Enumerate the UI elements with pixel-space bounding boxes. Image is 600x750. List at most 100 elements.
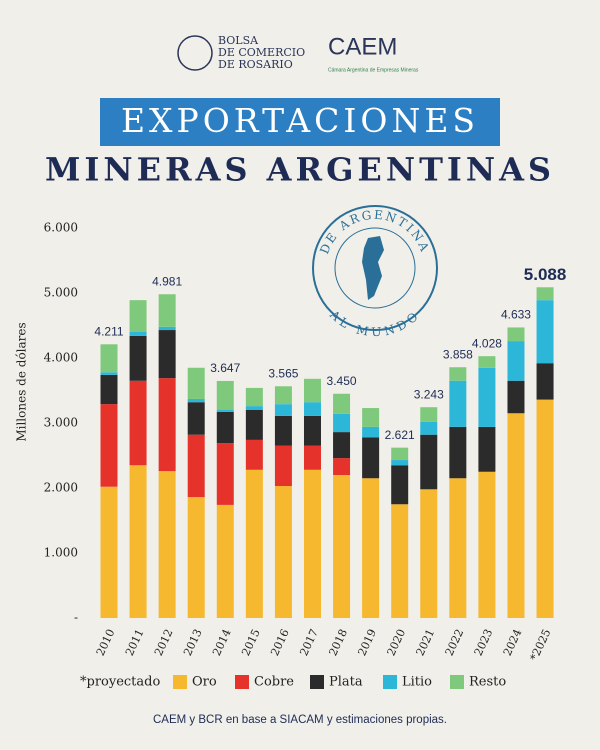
legend-swatch [310, 675, 324, 689]
bar-segment [536, 300, 554, 364]
bar-segment [420, 407, 438, 422]
bar-segment [129, 332, 147, 336]
title-box [100, 98, 500, 146]
y-tick-label: 2.000 [44, 481, 78, 495]
bar-segment [536, 287, 554, 301]
y-tick-label: 4.000 [44, 351, 78, 365]
bar-segment [129, 465, 147, 618]
total-label: 3.243 [414, 387, 444, 401]
total-label: 3.450 [327, 374, 357, 388]
bar-segment [478, 367, 496, 427]
bar-segment [274, 415, 292, 446]
bar-segment [333, 393, 351, 414]
bcr-name: BOLSA [218, 34, 259, 47]
bar-segment [158, 471, 176, 618]
bar-segment [216, 443, 234, 505]
y-tick-label: 3.000 [44, 416, 78, 430]
bar-segment [100, 344, 118, 373]
bar-segment [449, 367, 467, 381]
bar-segment [274, 386, 292, 405]
bar-segment [274, 445, 292, 487]
legend-label: Plata [329, 675, 363, 690]
bar-segment [303, 445, 321, 470]
total-label: 4.633 [501, 308, 531, 322]
total-label: 5.088 [524, 265, 567, 284]
bar-segment [391, 504, 409, 618]
bar-segment [362, 478, 380, 618]
bar-segment [536, 399, 554, 618]
bar-segment [362, 408, 380, 427]
bar-segment [245, 406, 263, 410]
bar-segment [536, 363, 554, 400]
bar-segment [391, 460, 409, 466]
bar-segment [507, 341, 525, 381]
bar-segment [245, 469, 263, 618]
legend-swatch [450, 675, 464, 689]
bar-segment [158, 330, 176, 379]
bar-segment [245, 387, 263, 407]
total-label: 4.211 [94, 324, 123, 338]
bar-segment [245, 410, 263, 440]
bar-segment [187, 367, 205, 399]
bar-segment [391, 447, 409, 461]
bar-segment [362, 437, 380, 479]
legend-swatch [235, 675, 249, 689]
bar-segment [362, 426, 380, 438]
legend-label: Litio [402, 675, 432, 690]
bar-segment [449, 426, 467, 479]
source: CAEM y BCR en base a SIACAM y estimacion… [153, 714, 447, 726]
bar-segment [129, 335, 147, 381]
y-tick-label: 6.000 [44, 221, 78, 235]
bar-segment [187, 434, 205, 498]
legend-swatch [173, 675, 187, 689]
bar-segment [158, 294, 176, 327]
total-label: 4.028 [472, 336, 502, 350]
bar-segment [158, 326, 176, 331]
bar-segment [507, 327, 525, 342]
legend-label: Resto [469, 675, 506, 690]
bar-segment [216, 410, 234, 412]
bar-segment [391, 465, 409, 505]
caem-sub: Cámara Argentina de Empresas Mineras [328, 67, 419, 73]
bcr-name: DE COMERCIO [218, 46, 305, 59]
total-label: 3.858 [443, 347, 473, 361]
bar-segment [333, 458, 351, 475]
bar-segment [449, 478, 467, 618]
legend-note: *proyectado [80, 675, 160, 690]
bar-segment [274, 486, 292, 618]
legend-swatch [383, 675, 397, 689]
title: EXPORTACIONES [121, 101, 479, 140]
y-tick-label: - [74, 611, 78, 625]
bar-segment [333, 475, 351, 618]
bar-segment [420, 434, 438, 490]
bar-segment [274, 404, 292, 416]
bar-segment [420, 489, 438, 618]
bar-segment [100, 372, 118, 375]
total-label: 4.981 [152, 274, 182, 288]
bar-segment [303, 378, 321, 403]
title: MINERAS ARGENTINAS [45, 151, 555, 189]
y-axis-label: Millones de dólares [15, 322, 29, 441]
stamp-ring [312, 205, 438, 331]
bar-segment [100, 374, 118, 405]
bar-segment [507, 413, 525, 618]
map [362, 236, 384, 300]
bar-segment [449, 380, 467, 427]
bar-segment [333, 413, 351, 433]
bar-segment [303, 469, 321, 618]
bar-segment [129, 300, 147, 332]
bar-segment [478, 426, 496, 472]
total-label: 3.647 [210, 361, 240, 375]
bar-segment [303, 402, 321, 416]
total-label: 2.621 [385, 428, 415, 442]
caem-logo: CAEM [328, 33, 397, 60]
bar-segment [245, 439, 263, 470]
bar-segment [216, 504, 234, 618]
bar-segment [303, 415, 321, 446]
bar-segment [187, 497, 205, 618]
bar-segment [333, 432, 351, 459]
bcr-name: DE ROSARIO [218, 58, 293, 71]
legend-label: Cobre [254, 675, 294, 690]
bar-segment [216, 380, 234, 410]
